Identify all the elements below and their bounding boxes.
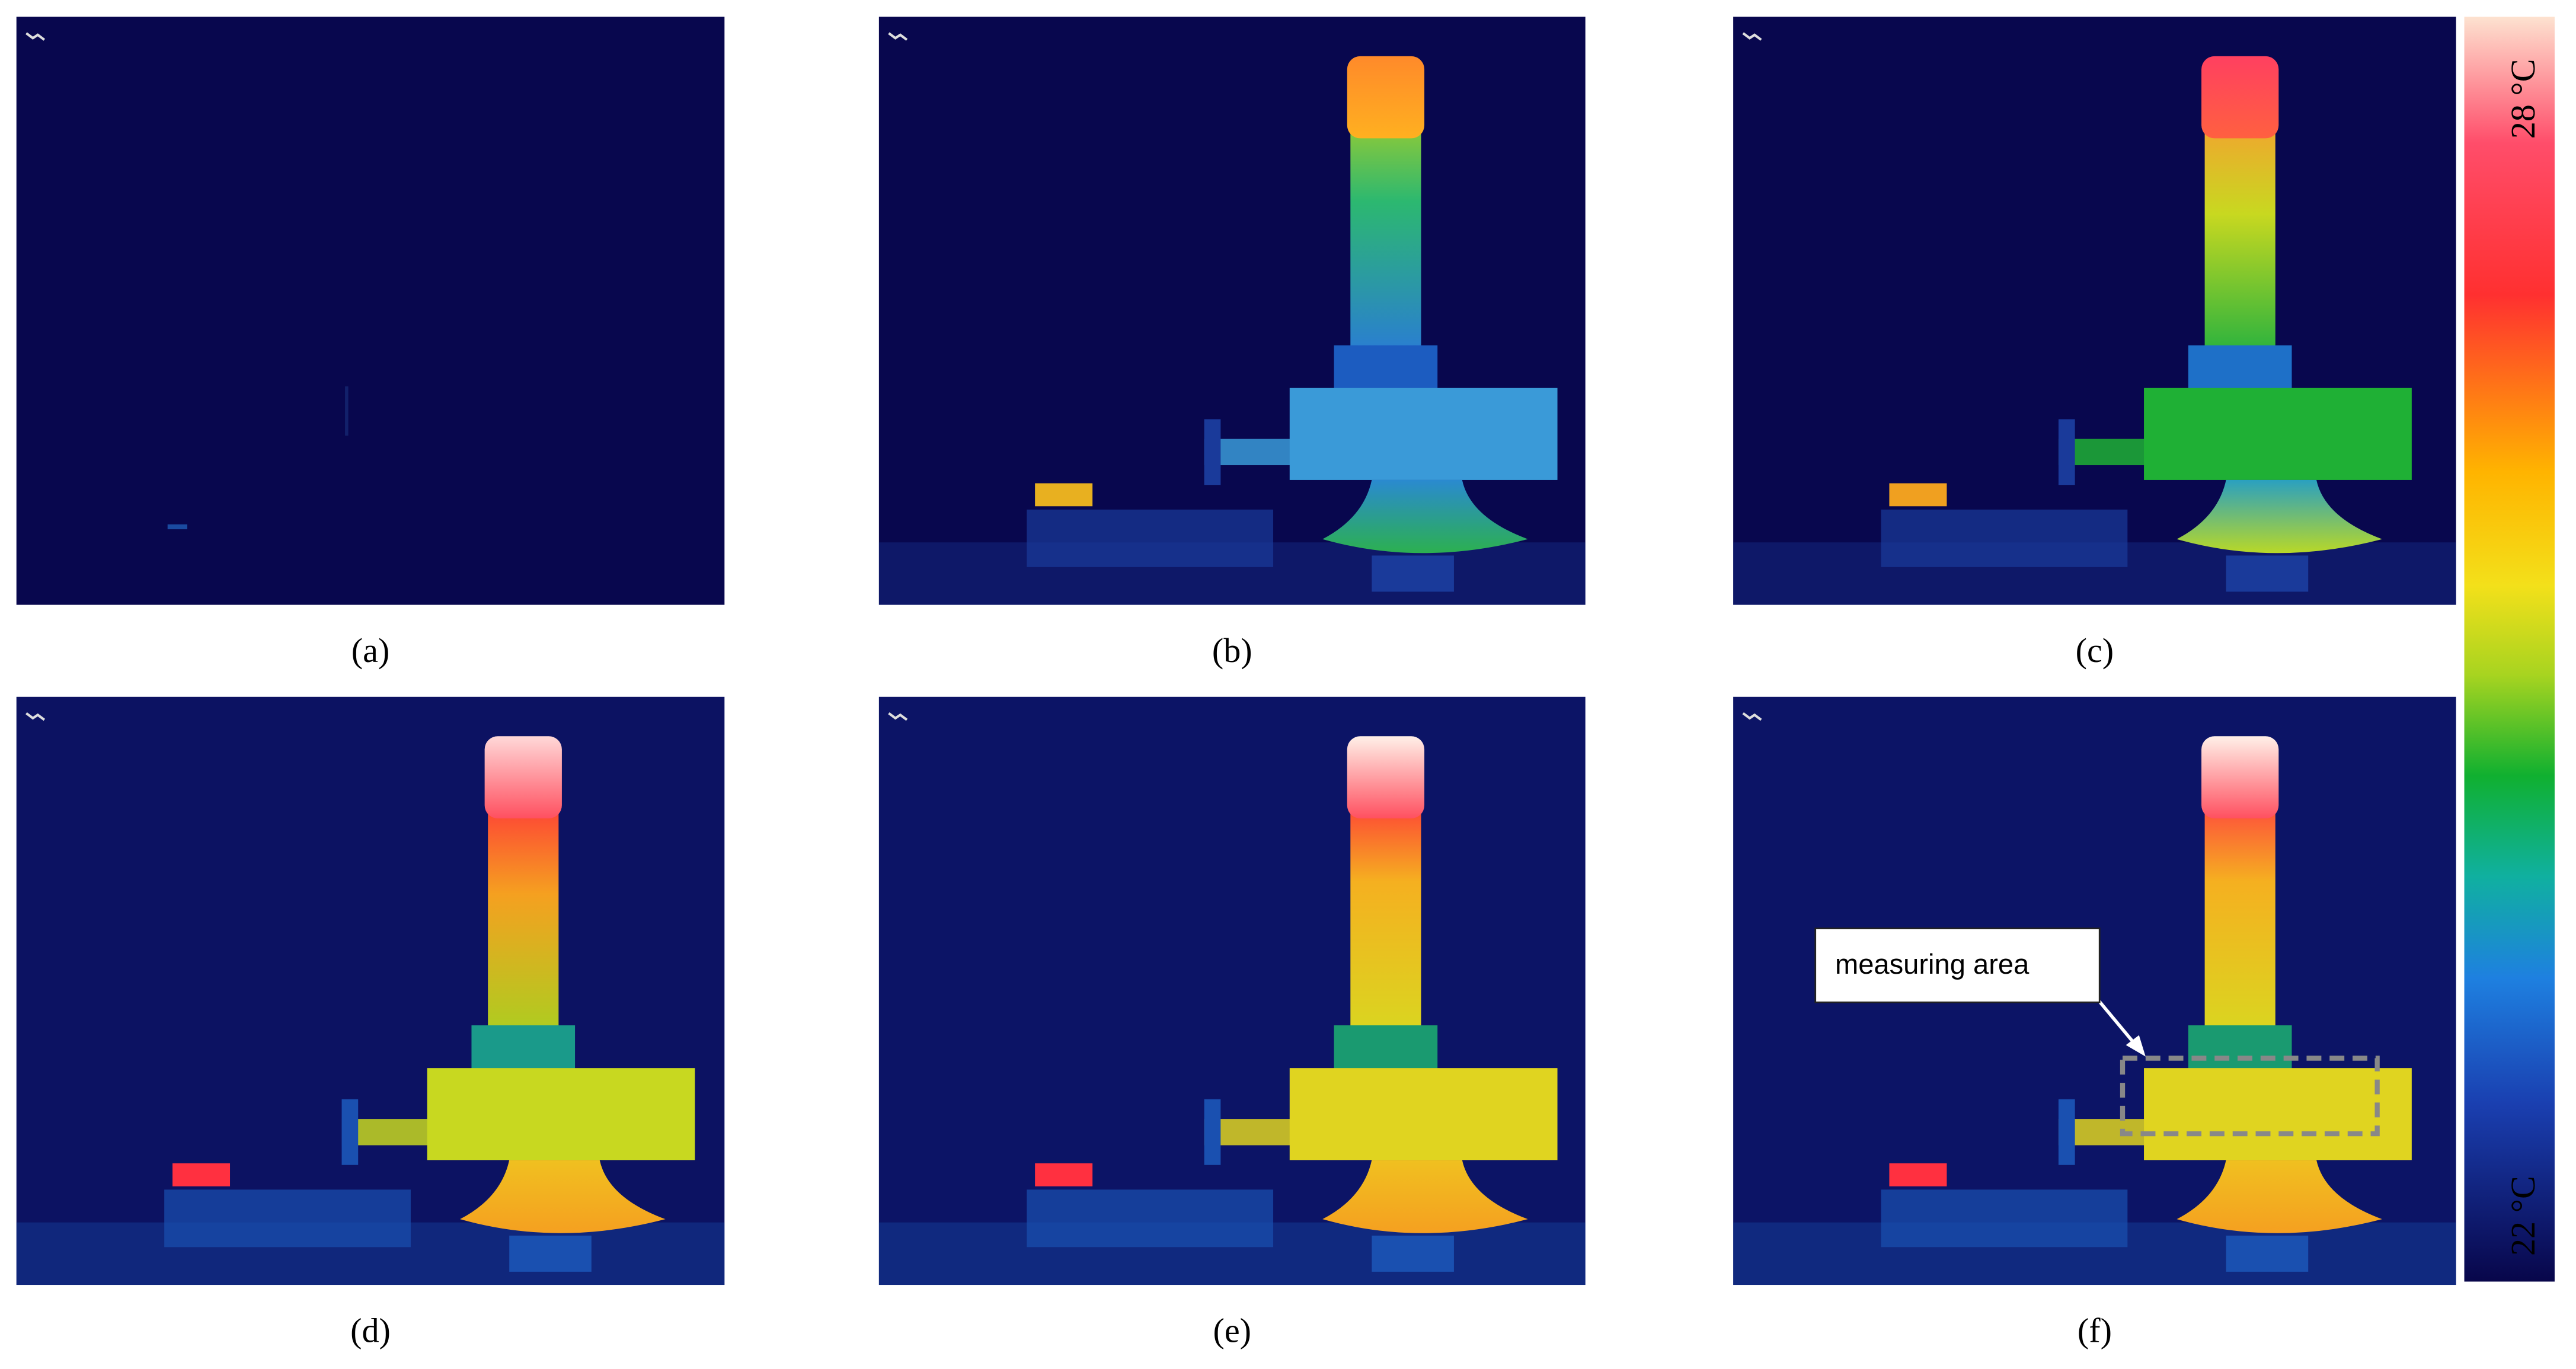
stand [2226, 555, 2309, 592]
floor [16, 1222, 725, 1285]
arrow-head [2126, 1035, 2146, 1057]
base [2177, 1160, 2382, 1233]
faint-spot [167, 524, 187, 530]
cap [2201, 56, 2279, 139]
clamp [1204, 1099, 1221, 1165]
panel-label: (f) [2078, 1312, 2112, 1350]
floor [1733, 542, 2456, 605]
camera-icon [888, 32, 908, 41]
annotation-text: measuring area [1835, 948, 2030, 980]
camera-icon [1742, 712, 1762, 721]
neck [1334, 345, 1438, 392]
camera-icon [888, 712, 908, 721]
bench [1881, 509, 2128, 567]
measuring-area-box [2120, 1055, 2380, 1137]
colorbar-max-label: 28 °C [2504, 59, 2542, 139]
panel-label: (d) [350, 1312, 391, 1350]
bench [1027, 1189, 1274, 1248]
block [427, 1068, 695, 1160]
clamp [1204, 419, 1221, 485]
image-background [16, 17, 725, 605]
stand [509, 1235, 592, 1272]
clamp [341, 1099, 359, 1165]
column [2204, 795, 2275, 1042]
cap [1347, 56, 1425, 139]
neck [2188, 1025, 2292, 1071]
stand [1372, 1235, 1454, 1272]
block [1289, 388, 1558, 480]
block [2144, 1068, 2412, 1160]
neck [2188, 345, 2292, 392]
cap [2201, 736, 2279, 818]
stand [1372, 555, 1454, 592]
bench [164, 1189, 411, 1248]
column [1350, 115, 1421, 362]
heater [1035, 1163, 1093, 1186]
heater [1035, 483, 1093, 507]
block [1289, 1068, 1558, 1160]
faint-spot [345, 386, 349, 436]
floor [1733, 1222, 2456, 1285]
neck [471, 1025, 576, 1071]
block [2144, 388, 2412, 480]
base [1322, 479, 1528, 554]
camera-icon [1742, 32, 1762, 41]
panel-label: (c) [2076, 631, 2114, 670]
column [2204, 115, 2275, 362]
thermal-image [878, 17, 1586, 605]
stand [2226, 1235, 2309, 1272]
clamp [2058, 1099, 2075, 1165]
colorbar-min-label: 22 °C [2504, 1176, 2542, 1256]
cap [1347, 736, 1425, 818]
cap [484, 736, 562, 818]
annotation: measuring area [1814, 927, 2380, 1137]
panel-label: (e) [1213, 1312, 1251, 1350]
camera-icon [25, 32, 46, 41]
clamp [2058, 419, 2075, 485]
thermal-image [16, 696, 725, 1285]
panel-label: (a) [351, 631, 390, 670]
thermal-image [878, 696, 1586, 1285]
camera-icon [25, 712, 46, 721]
neck [1334, 1025, 1438, 1071]
base [2177, 479, 2382, 554]
thermal-image [1733, 17, 2456, 605]
base [1322, 1160, 1528, 1233]
base [460, 1160, 666, 1233]
heater [172, 1163, 231, 1186]
heater [1889, 483, 1947, 507]
bench [1027, 509, 1274, 567]
bench [1881, 1189, 2128, 1248]
image-background [1733, 17, 2456, 605]
column [1350, 795, 1421, 1042]
column [488, 795, 559, 1042]
floor [878, 1222, 1586, 1285]
arrow [2093, 994, 2137, 1047]
heater [1889, 1163, 1947, 1186]
colorbar [2464, 17, 2555, 1282]
floor [878, 542, 1586, 605]
panel-label: (b) [1212, 631, 1252, 670]
thermal-image [16, 17, 725, 605]
annotation-box [1814, 927, 2101, 1003]
